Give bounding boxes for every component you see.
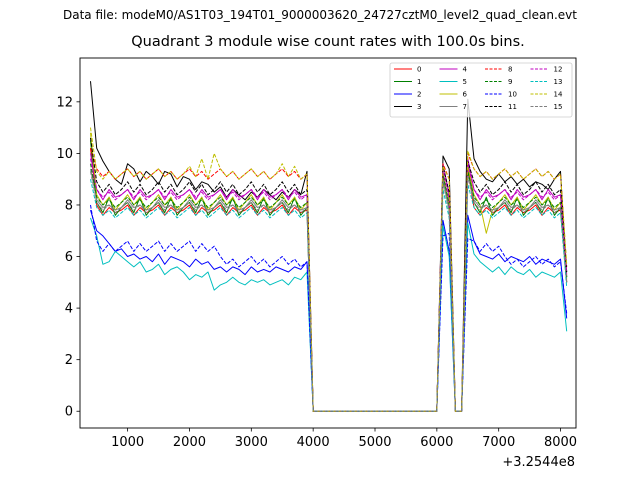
series-line-13	[90, 179, 568, 412]
series-line-10	[90, 204, 568, 412]
series-line-6	[90, 132, 568, 412]
y-axis: 0 2 4 6 8 10 12	[56, 95, 80, 420]
legend-label-1: 1	[417, 78, 421, 86]
x-tick-label: 2000	[173, 435, 206, 450]
x-tick-label: 3000	[235, 435, 268, 450]
x-offset-label: +3.2544e8	[502, 455, 575, 470]
legend-label-12: 12	[554, 66, 563, 74]
y-tick-label: 12	[56, 95, 73, 110]
y-tick-label: 6	[65, 250, 73, 265]
legend-label-14: 14	[554, 91, 563, 99]
legend-label-4: 4	[463, 66, 468, 74]
legend-label-15: 15	[554, 103, 563, 111]
x-tick-label: 6000	[420, 435, 453, 450]
series-line-7	[90, 168, 568, 412]
legend-label-5: 5	[463, 78, 467, 86]
plot-frame	[79, 57, 577, 429]
series-line-2	[90, 209, 568, 412]
y-tick-label: 10	[56, 147, 73, 162]
series-layer	[90, 81, 568, 412]
file-suptitle: Data file: modeM0/AS1T03_194T01_90000036…	[63, 8, 577, 22]
legend-label-2: 2	[417, 91, 421, 99]
x-tick-label: 8000	[544, 435, 577, 450]
y-tick-label: 8	[65, 198, 73, 213]
legend-label-10: 10	[508, 91, 517, 99]
legend-label-6: 6	[463, 91, 468, 99]
legend-label-8: 8	[508, 66, 512, 74]
x-tick-label: 4000	[297, 435, 330, 450]
y-tick-label: 0	[65, 405, 73, 420]
series-line-14	[90, 127, 568, 412]
legend-label-11: 11	[508, 103, 517, 111]
y-tick-label: 4	[65, 302, 73, 317]
y-tick-label: 2	[65, 353, 73, 368]
legend-label-7: 7	[463, 103, 467, 111]
x-tick-label: 5000	[358, 435, 391, 450]
x-axis: 1000 2000 3000 4000 5000 6000 7000 8000	[111, 428, 577, 450]
series-line-15	[90, 171, 568, 412]
series-line-1	[90, 140, 568, 412]
legend-label-3: 3	[417, 103, 421, 111]
x-tick-label: 1000	[111, 435, 144, 450]
chart-title: Quadrant 3 module wise count rates with …	[131, 34, 525, 50]
x-tick-label: 7000	[482, 435, 515, 450]
legend-label-0: 0	[417, 66, 421, 74]
legend-label-9: 9	[508, 78, 512, 86]
legend-label-13: 13	[554, 78, 563, 86]
legend-box	[389, 62, 573, 118]
